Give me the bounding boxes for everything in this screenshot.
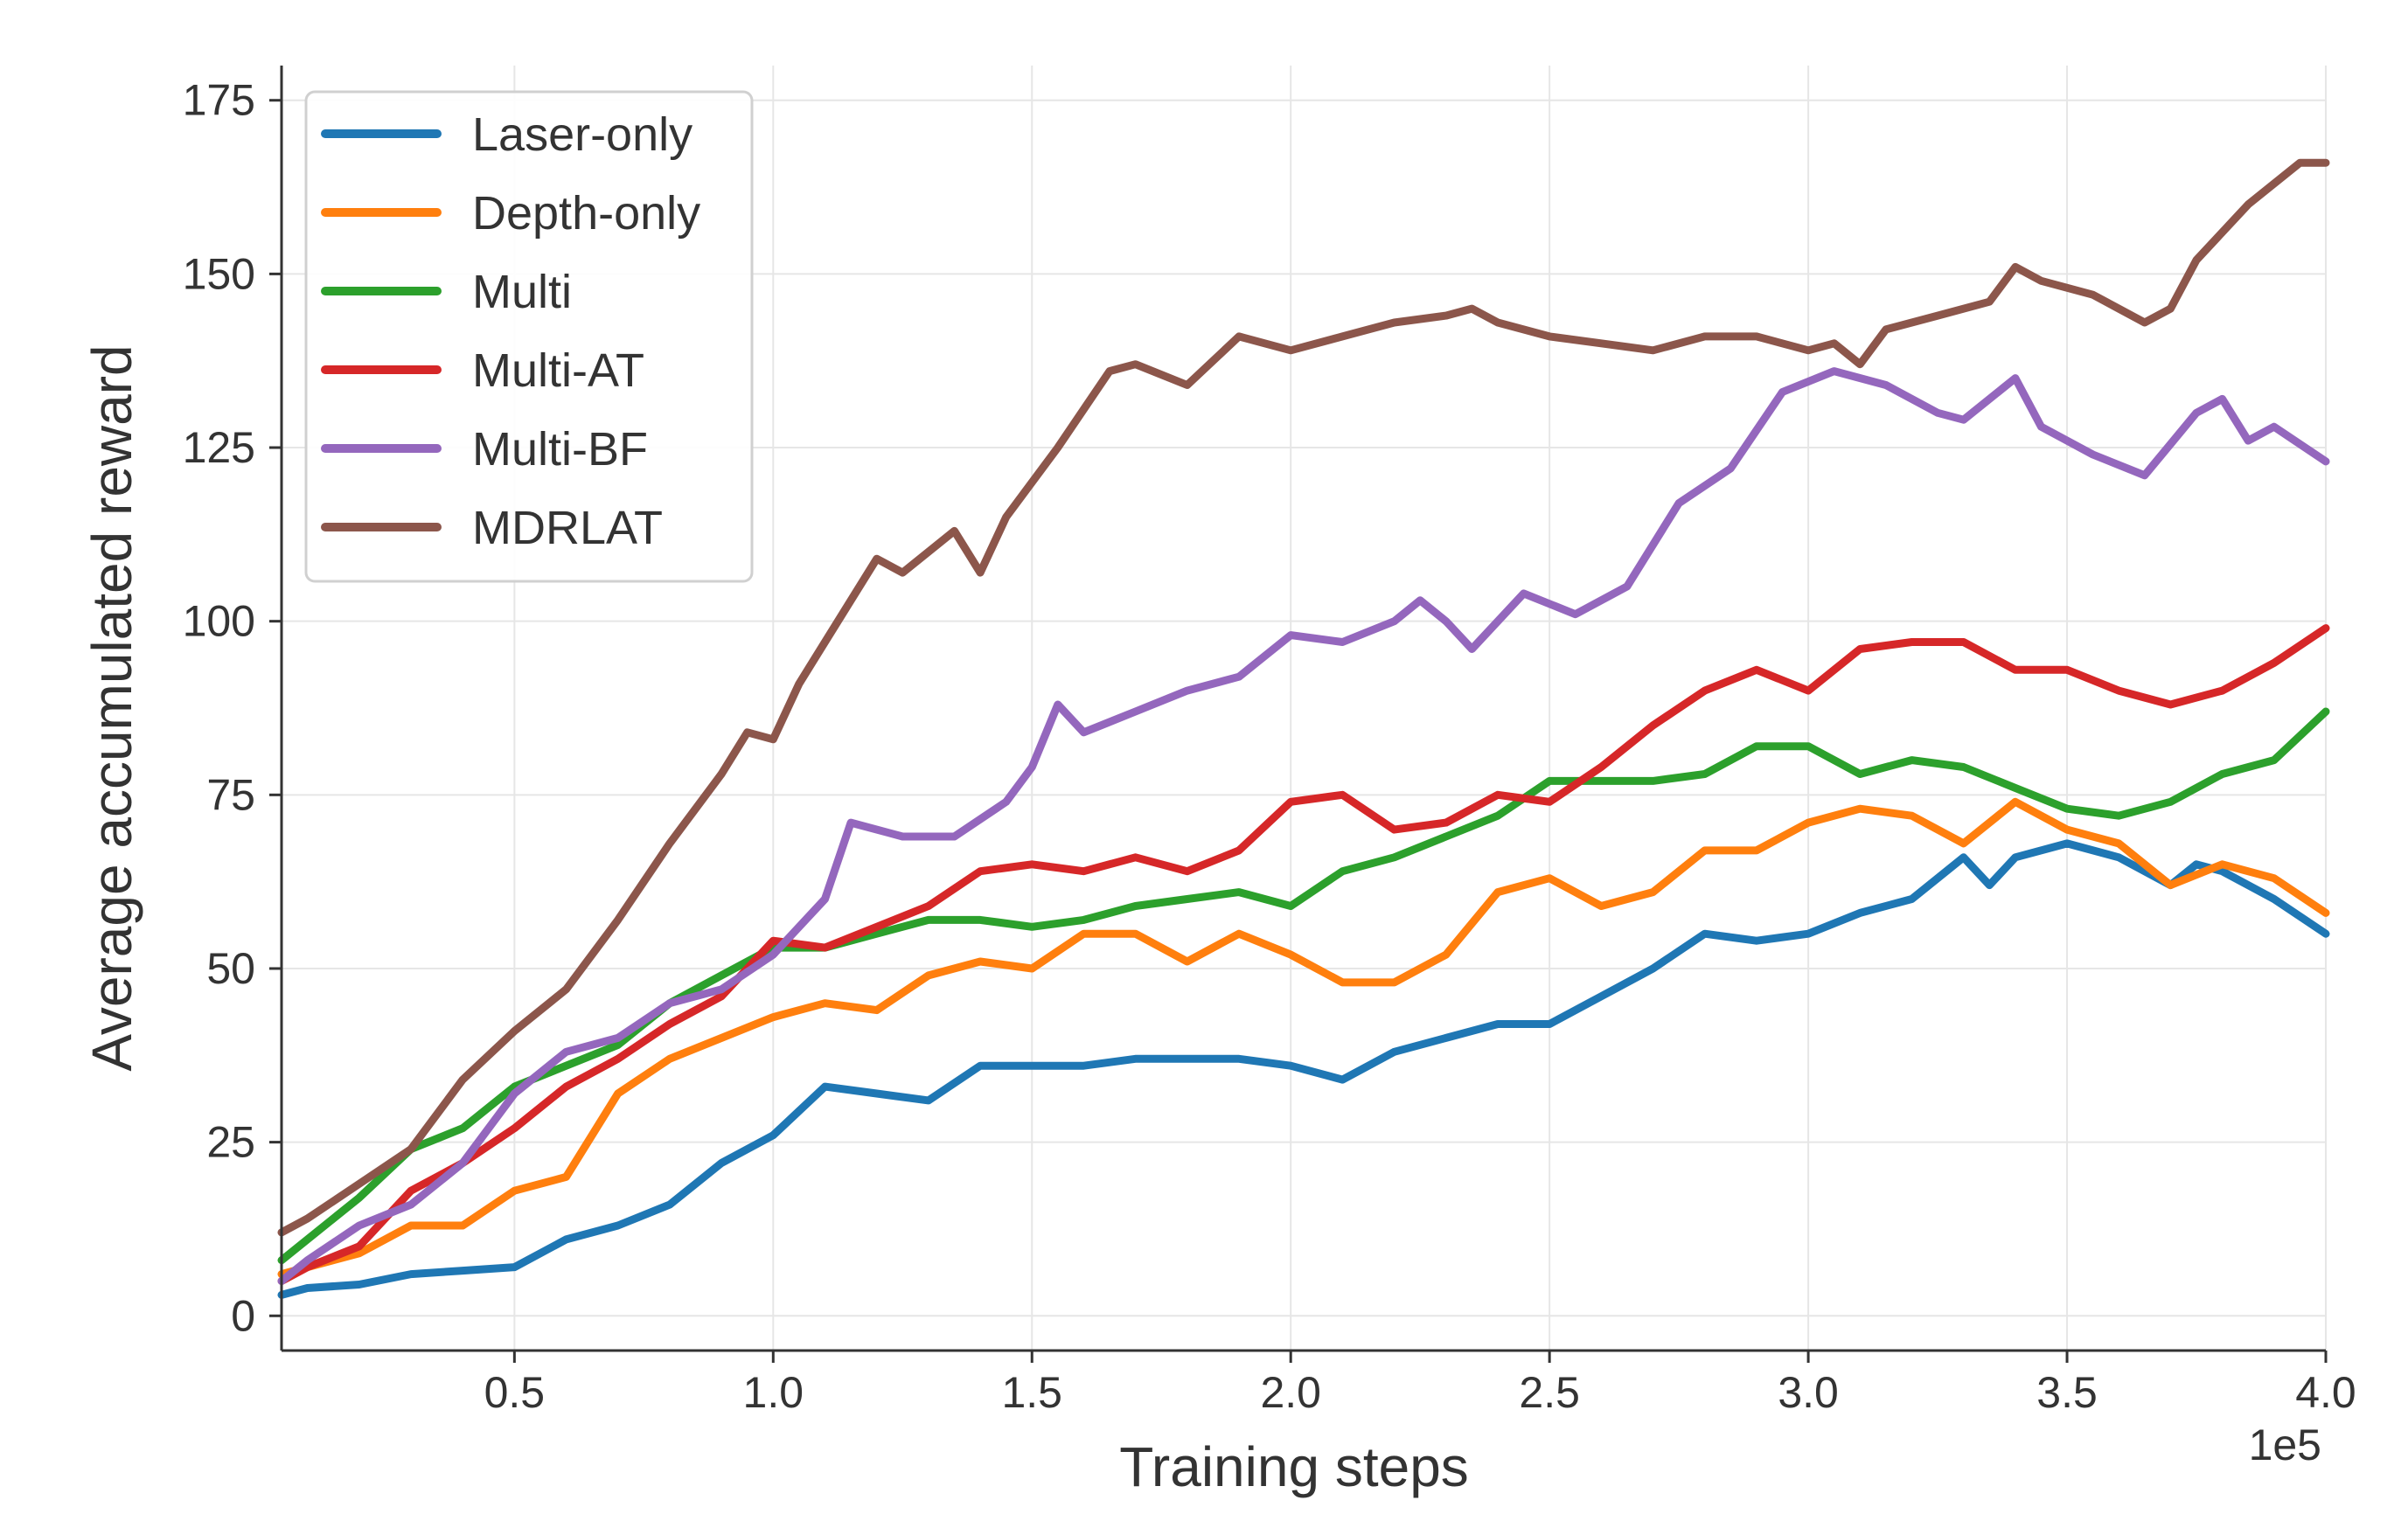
series-line-depth-only	[277, 797, 2330, 1279]
axes	[269, 66, 2328, 1363]
x-tick-label: 3.0	[1778, 1368, 1839, 1417]
x-tick-label: 0.5	[484, 1368, 546, 1417]
x-tick-label: 4.0	[2295, 1368, 2356, 1417]
y-tick-label: 150	[183, 249, 255, 298]
y-tick-label: 25	[206, 1118, 255, 1167]
x-tick-label: 2.5	[1519, 1368, 1580, 1417]
y-tick-label: 75	[206, 770, 255, 819]
series-lines	[277, 158, 2330, 1299]
x-axis-title: Training steps	[1119, 1435, 1469, 1498]
x-tick-label: 2.0	[1260, 1368, 1321, 1417]
y-tick-label: 125	[183, 423, 255, 472]
x-tick-label: 1.0	[743, 1368, 804, 1417]
legend-label-multi: Multi	[472, 266, 572, 318]
legend-label-laser-only: Laser-only	[472, 108, 692, 161]
tick-labels: 0.5 1.0 1.5 2.0 2.5 3.0 3.5 4.0 0 25 50 75 100 125 150…	[183, 76, 2356, 1417]
x-tick-label: 1.5	[1001, 1368, 1062, 1417]
series-line-multi-bf	[277, 367, 2330, 1285]
y-tick-label: 50	[206, 944, 255, 993]
legend: Laser-only Depth-only Multi Multi-AT Multi-B…	[304, 90, 754, 583]
legend-label-multi-at: Multi-AT	[472, 344, 644, 397]
y-tick-label: 100	[183, 597, 255, 646]
x-axis-offset-label: 1e5	[2249, 1420, 2321, 1469]
x-tick-label: 3.5	[2036, 1368, 2098, 1417]
series-line-mdrlat	[277, 158, 2330, 1237]
y-tick-label: 0	[231, 1291, 255, 1340]
y-axis-title: Average accumulated reward	[80, 344, 143, 1071]
series-line-laser-only	[277, 839, 2330, 1299]
series-line-multi	[277, 707, 2330, 1265]
y-tick-label: 175	[183, 76, 255, 125]
series-line-multi-at	[277, 624, 2330, 1285]
legend-label-depth-only: Depth-only	[472, 187, 700, 240]
grid	[282, 66, 2327, 1351]
legend-label-mdrlat: MDRLAT	[472, 502, 663, 554]
legend-label-multi-bf: Multi-BF	[472, 423, 648, 476]
